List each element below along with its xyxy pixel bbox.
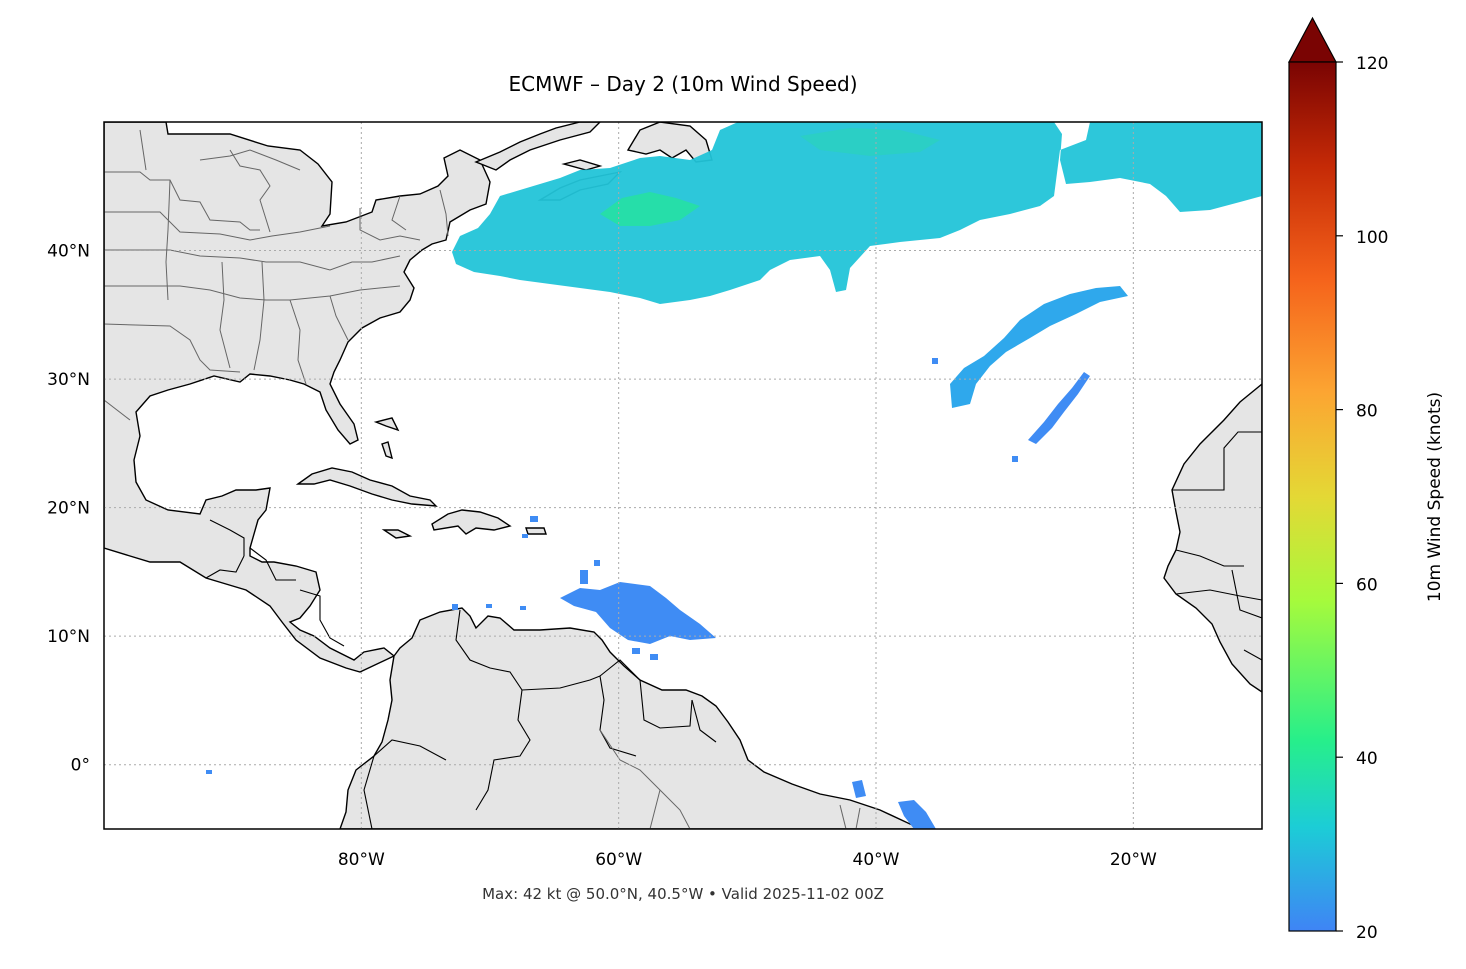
colorbar-bar bbox=[1288, 61, 1337, 932]
south-america-land bbox=[339, 607, 931, 829]
colorbar-tick-label: 60 bbox=[1356, 575, 1378, 595]
colorbar-label: 10m Wind Speed (knots) bbox=[1425, 392, 1445, 602]
africa-land bbox=[1163, 383, 1262, 693]
bahamas-land bbox=[373, 417, 400, 460]
lat-tick-label: 40°N bbox=[47, 242, 90, 262]
jamaica-land bbox=[381, 529, 413, 539]
wind-region-equatorial-patch bbox=[852, 780, 936, 829]
lat-tick-label: 10°N bbox=[47, 627, 90, 647]
africa-borders bbox=[1172, 431, 1262, 661]
figure-title: ECMWF – Day 2 (10m Wind Speed) bbox=[508, 72, 858, 96]
pei-land bbox=[561, 159, 603, 171]
lat-tick-label: 20°N bbox=[47, 499, 90, 519]
country-borders bbox=[205, 519, 717, 829]
wind-region-north-atlantic-jet bbox=[452, 122, 1262, 304]
colorbar-ticks: 20 40 60 80 100 120 bbox=[1336, 54, 1388, 943]
wind-region-north-atlantic-core bbox=[600, 192, 700, 226]
wind-region-north-atlantic-core-2 bbox=[800, 128, 940, 156]
colorbar-tick-label: 80 bbox=[1356, 402, 1378, 422]
state-borders bbox=[104, 129, 449, 421]
gridlines bbox=[104, 122, 1262, 829]
colorbar-tick-label: 100 bbox=[1356, 228, 1388, 248]
lon-tick-label: 80°W bbox=[338, 850, 385, 870]
wind-region-trade-wind-patch bbox=[560, 582, 716, 644]
lon-tick-label: 60°W bbox=[595, 850, 642, 870]
north-america-land bbox=[104, 122, 491, 673]
figure-footer: Max: 42 kt @ 50.0°N, 40.5°W • Valid 2025… bbox=[482, 885, 884, 903]
puerto-rico-land bbox=[525, 527, 547, 535]
colorbar-tick-label: 20 bbox=[1356, 923, 1378, 943]
lon-ticks: 80°W 60°W 40°W 20°W bbox=[338, 850, 1157, 870]
wind-shading bbox=[206, 122, 1262, 829]
colorbar-tick-label: 40 bbox=[1356, 749, 1378, 769]
south-america-inner-borders bbox=[599, 729, 861, 829]
lat-tick-label: 30°N bbox=[47, 370, 90, 390]
hispaniola-land bbox=[431, 509, 512, 535]
lon-tick-label: 40°W bbox=[853, 850, 900, 870]
lat-ticks: 40°N 30°N 20°N 10°N 0° bbox=[47, 242, 90, 776]
cuba-land bbox=[295, 467, 438, 507]
lat-tick-label: 0° bbox=[71, 756, 90, 776]
colorbar-tick-label: 120 bbox=[1356, 54, 1388, 74]
maritime-land bbox=[474, 122, 601, 171]
wind-region-central-atlantic-streak bbox=[1028, 372, 1090, 444]
wind-region-central-atlantic-band bbox=[950, 286, 1128, 408]
map-frame bbox=[103, 121, 1263, 830]
colorbar-extend-arrow bbox=[1287, 16, 1338, 63]
lon-tick-label: 20°W bbox=[1110, 850, 1157, 870]
colorbar: 20 40 60 80 100 120 10m Wind Speed (knots) bbox=[1287, 16, 1445, 943]
